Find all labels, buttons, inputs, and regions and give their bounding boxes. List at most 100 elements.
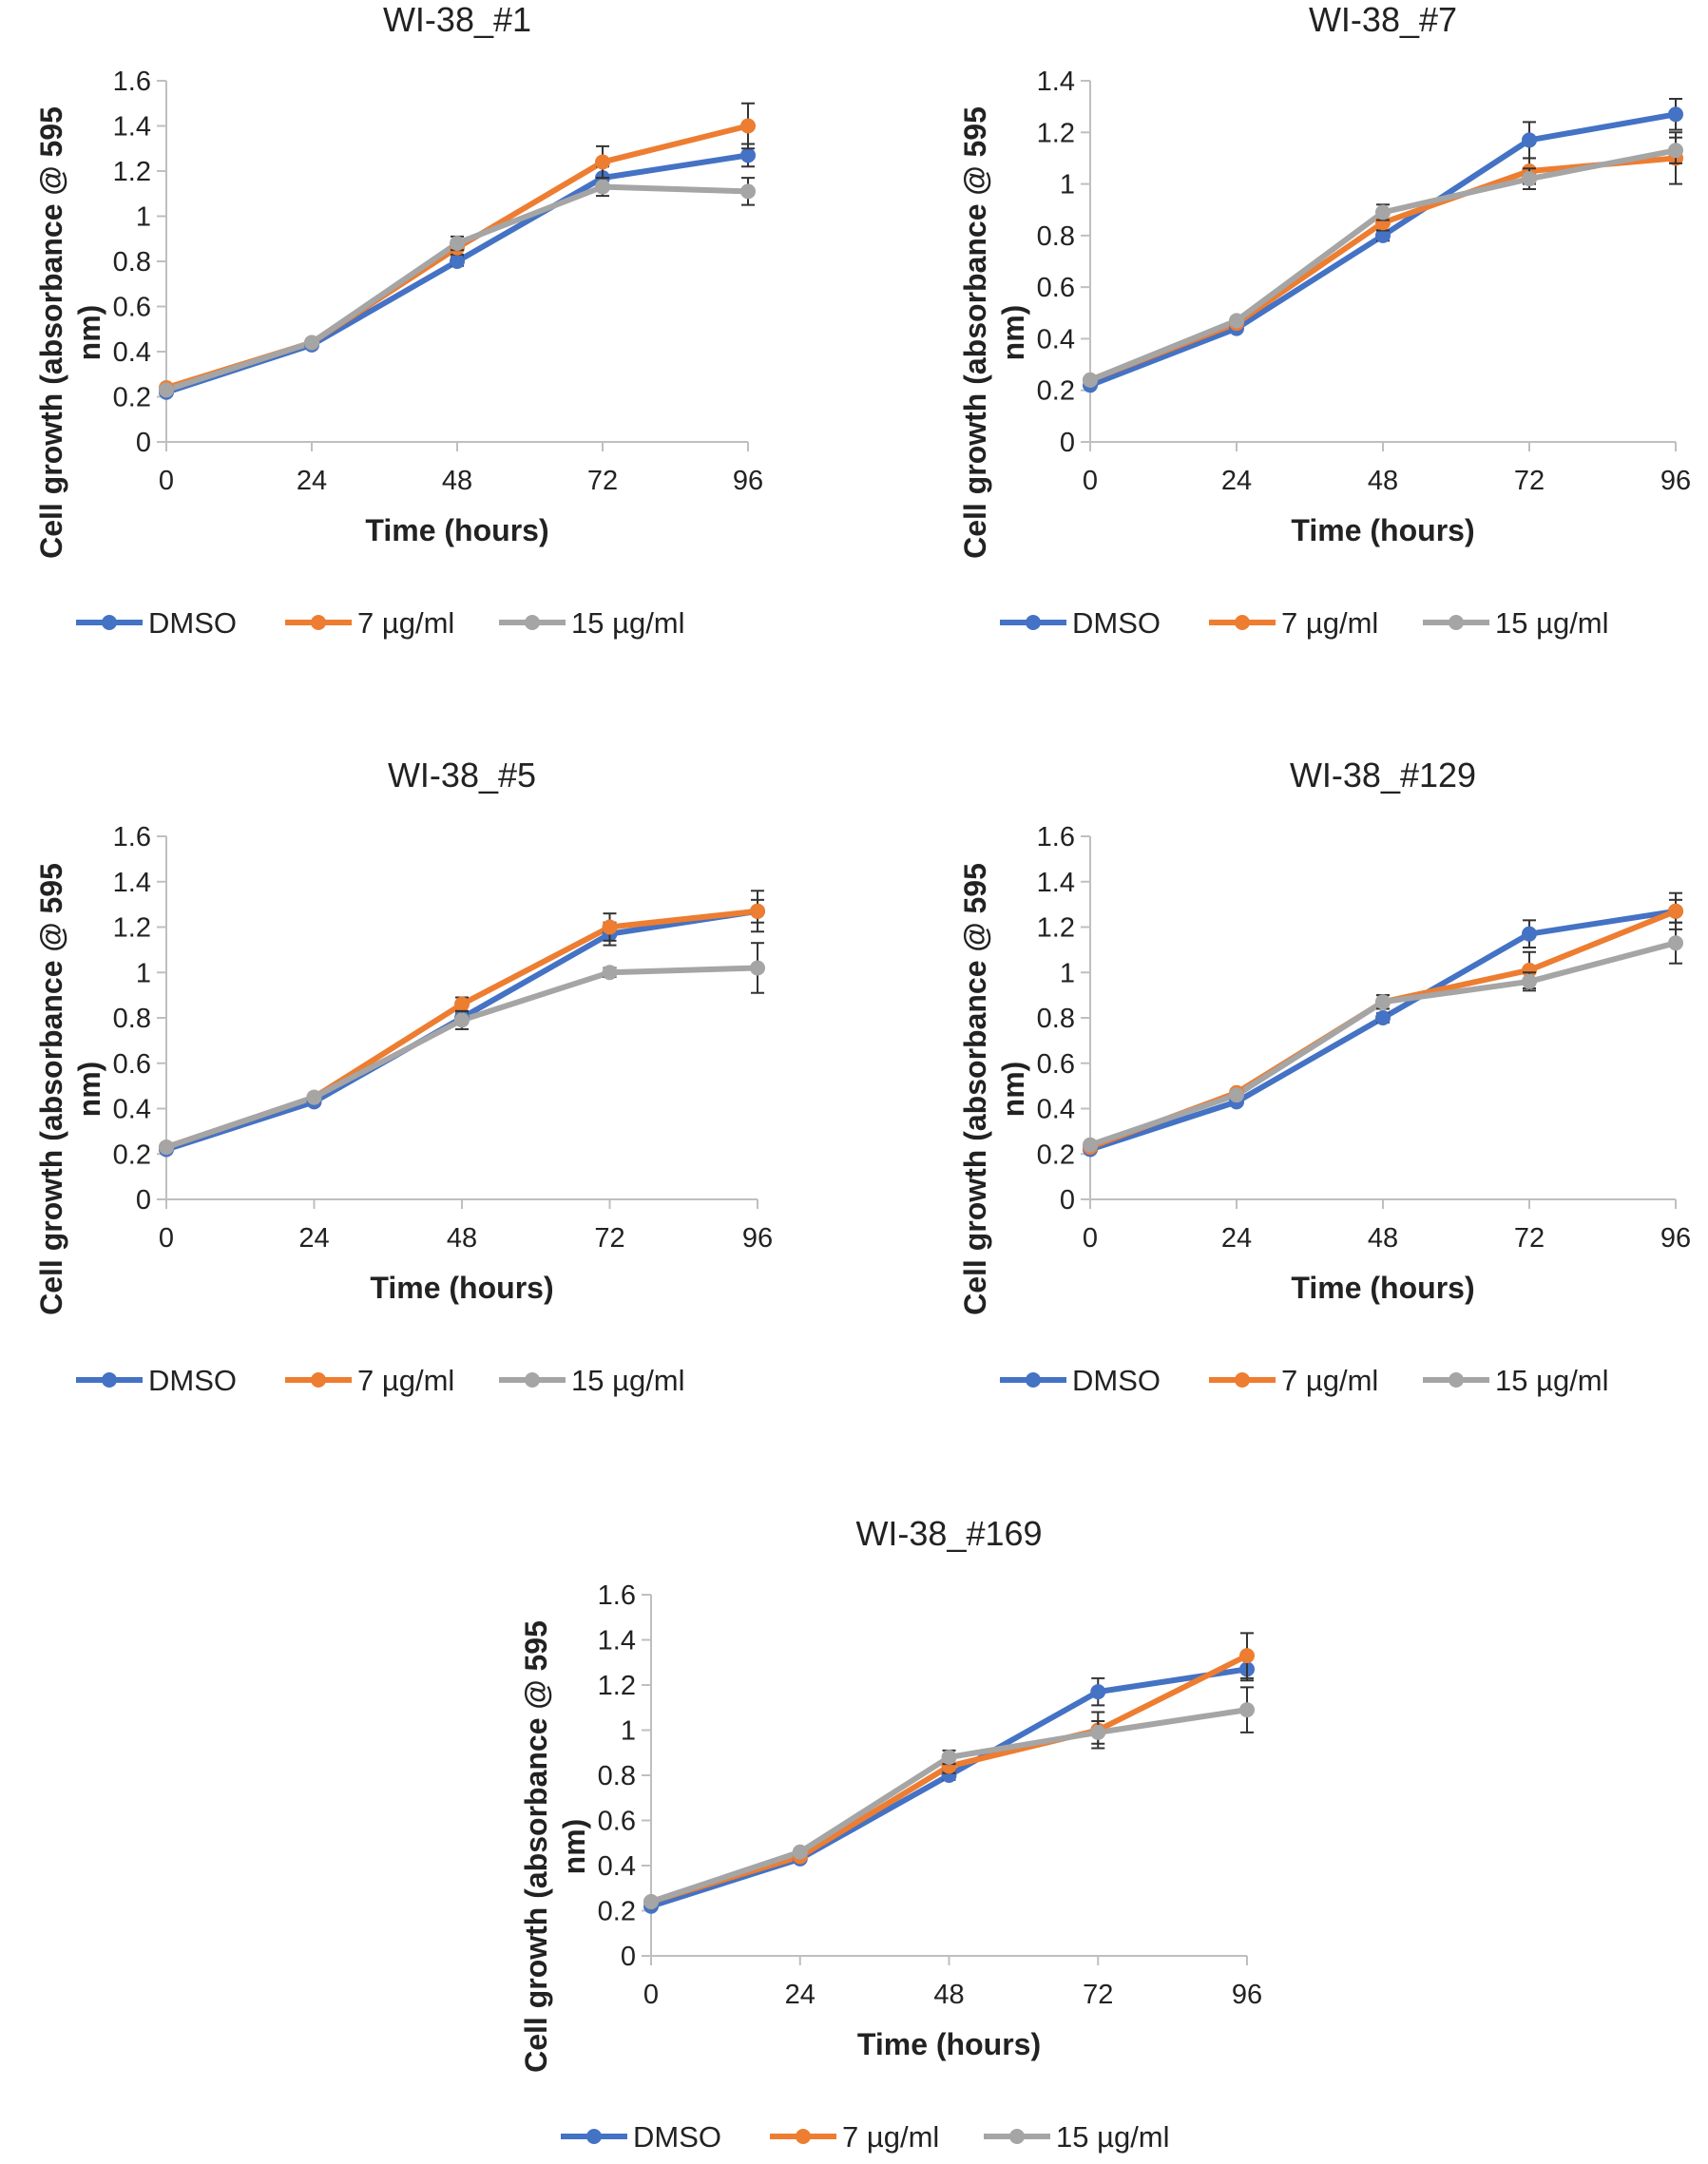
x-tick-label: 0 (1083, 466, 1098, 496)
y-axis-title: Cell growth (absorbance @ 595 nm) (958, 863, 1030, 1315)
y-tick-label: 1.4 (113, 112, 151, 143)
y-tick-label: 0.8 (113, 247, 151, 278)
y-axis-title-line-1: Cell growth (absorbance @ 595 (34, 863, 68, 1315)
x-tick-label: 24 (785, 1980, 816, 2010)
data-point-3 (740, 183, 756, 200)
data-point-2 (454, 996, 470, 1012)
y-tick-label: 0.4 (1037, 1095, 1075, 1125)
y-axis-title-line-2: nm) (72, 305, 106, 361)
legend-swatch-marker-2 (1235, 615, 1250, 630)
chart-title: WI-38_#1 (383, 0, 531, 39)
y-tick-label: 0.2 (1037, 376, 1075, 407)
legend-swatch-marker-3 (525, 1372, 540, 1388)
x-tick-label: 24 (1221, 1223, 1252, 1254)
y-tick-label: 0.6 (598, 1807, 636, 1837)
legend-swatch-marker-1 (1026, 1372, 1041, 1388)
data-point-3 (643, 1894, 659, 1909)
data-point-3 (159, 382, 174, 398)
x-tick-label: 96 (733, 466, 763, 496)
x-tick-label: 96 (1660, 1223, 1691, 1254)
legend-swatch-marker-1 (1026, 615, 1041, 630)
legend-swatch-marker-1 (586, 2129, 602, 2144)
x-tick-label: 48 (447, 1223, 477, 1254)
x-axis-title: Time (hours) (1291, 513, 1474, 547)
y-tick-label: 0.4 (113, 337, 151, 368)
legend-swatch-marker-2 (311, 615, 326, 630)
x-tick-label: 48 (442, 466, 472, 496)
y-tick-label: 0.2 (1037, 1139, 1075, 1170)
legend-label-1: DMSO (633, 2120, 721, 2154)
legend-swatch-marker-1 (102, 1372, 117, 1388)
data-point-1 (1522, 132, 1537, 148)
y-tick-label: 0 (136, 1185, 151, 1216)
y-axis-title: Cell growth (absorbance @ 595 nm) (34, 863, 106, 1315)
chart-title: WI-38_#129 (1290, 756, 1476, 795)
y-tick-label: 0.8 (598, 1761, 636, 1791)
data-point-3 (306, 1089, 322, 1105)
x-tick-label: 0 (159, 1223, 174, 1254)
legend-swatch-marker-3 (1009, 2129, 1025, 2144)
x-tick-label: 72 (594, 1223, 624, 1254)
x-tick-label: 0 (159, 466, 174, 496)
data-point-2 (1239, 1648, 1255, 1664)
x-tick-label: 96 (742, 1223, 773, 1254)
legend-label-1: DMSO (1072, 1364, 1161, 1397)
x-tick-label: 72 (1083, 1980, 1113, 2010)
x-tick-label: 48 (1368, 1223, 1398, 1254)
data-point-1 (1090, 1684, 1106, 1700)
chart-title: WI-38_#7 (1309, 0, 1457, 39)
y-tick-label: 0.6 (113, 293, 151, 323)
y-tick-label: 1.2 (1037, 118, 1075, 148)
series-line-3 (165, 183, 749, 393)
data-point-3 (1239, 1702, 1255, 1718)
chart-panel-5: WI-38_#169 0 0.2 0.4 0.6 0.8 1 1.2 1.4 1.6 0 24 48 72… (519, 1514, 1262, 2154)
data-point-1 (1668, 106, 1683, 123)
series-line-2 (1088, 909, 1678, 1150)
data-point-3 (1229, 1087, 1244, 1103)
x-tick-label: 48 (933, 1980, 964, 2010)
y-tick-label: 1.4 (113, 868, 151, 898)
data-point-2 (750, 903, 765, 919)
chart-panel-3: WI-38_#5 0 0.2 0.4 0.6 0.8 1 1.2 1.4 1.6 0 24 48 72 96… (34, 756, 773, 1397)
y-tick-label: 0.4 (1037, 324, 1075, 354)
y-tick-label: 1.4 (1037, 67, 1075, 97)
y-tick-label: 1.2 (598, 1671, 636, 1701)
y-tick-label: 1 (621, 1716, 636, 1747)
y-axis-title: Cell growth (absorbance @ 595 nm) (34, 106, 106, 559)
data-point-2 (1522, 962, 1537, 978)
y-tick-label: 1.2 (113, 157, 151, 187)
legend-label-2: 7 µg/ml (1281, 1364, 1378, 1397)
data-point-1 (1375, 227, 1391, 243)
y-tick-label: 0.2 (113, 383, 151, 413)
series-line-1 (165, 908, 758, 1153)
y-axis-title: Cell growth (absorbance @ 595 nm) (958, 106, 1030, 559)
data-point-1 (740, 147, 756, 163)
y-tick-label: 0.2 (113, 1139, 151, 1170)
y-tick-label: 0.8 (1037, 1004, 1075, 1034)
y-tick-label: 1.6 (1037, 822, 1075, 852)
y-axis-title-line-1: Cell growth (absorbance @ 595 (958, 863, 992, 1315)
legend-swatch-marker-2 (311, 1372, 326, 1388)
x-axis-title: Time (hours) (370, 1271, 553, 1305)
data-point-3 (1668, 935, 1683, 951)
legend-label-1: DMSO (148, 1364, 237, 1397)
y-axis-title-line-2: nm) (996, 1062, 1030, 1118)
data-point-3 (750, 960, 765, 976)
y-axis-title-line-1: Cell growth (absorbance @ 595 (34, 106, 68, 559)
data-point-3 (941, 1750, 957, 1765)
data-point-3 (1083, 372, 1098, 388)
x-tick-label: 72 (1514, 466, 1545, 496)
y-tick-label: 1 (136, 958, 151, 988)
chart-title: WI-38_#169 (855, 1514, 1042, 1553)
x-axis-title: Time (hours) (1291, 1271, 1474, 1305)
y-tick-label: 0 (1060, 428, 1075, 458)
y-tick-label: 0 (136, 428, 151, 458)
x-tick-label: 96 (1232, 1980, 1262, 2010)
y-tick-label: 0 (1060, 1185, 1075, 1216)
legend-swatch-marker-2 (796, 2129, 811, 2144)
data-point-3 (595, 179, 610, 195)
y-tick-label: 1 (1060, 170, 1075, 201)
data-point-3 (159, 1139, 174, 1156)
y-tick-label: 1.6 (598, 1580, 636, 1611)
